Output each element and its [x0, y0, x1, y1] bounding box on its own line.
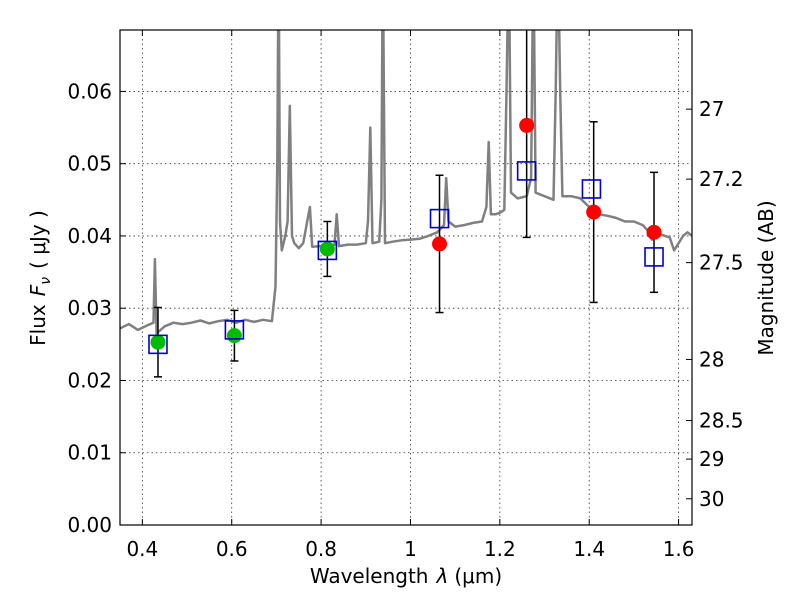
model-spectrum-line	[120, 30, 692, 335]
y-tick-label: 0.03	[67, 296, 112, 320]
model-square-marker	[224, 320, 245, 340]
y-axis-title-unit: ( μJy )	[26, 210, 50, 269]
mag-tick-label: 28	[699, 347, 724, 371]
green-data-point	[226, 328, 242, 344]
x-tick-label: 1.6	[663, 537, 695, 561]
mag-tick-label: 27	[699, 97, 724, 121]
plot-area	[120, 30, 692, 378]
model-square-marker	[644, 247, 664, 267]
model-square-marker	[317, 240, 338, 261]
grid	[120, 30, 692, 526]
model-square-marker	[581, 179, 602, 199]
green-data-point	[319, 241, 335, 257]
x-axis-title-symbol: λ	[436, 564, 449, 588]
tick-labels: 0.4 0.6 0.8 1 1.2 1.4 1.6 0.00 0.01 0.02 0.03 0.04 0…	[67, 79, 743, 561]
y-tick-label: 0.02	[67, 368, 112, 392]
model-square-marker	[148, 334, 168, 355]
x-tick-label: 0.4	[126, 537, 158, 561]
model-square-marker	[429, 208, 450, 229]
mag-tick-label: 30	[699, 487, 724, 511]
y-tick-label: 0.05	[67, 152, 112, 176]
x-axis-title-prefix: Wavelength	[310, 564, 429, 588]
green-data-point	[150, 334, 166, 350]
y-tick-label: 0.00	[67, 513, 112, 537]
y-axis-title-subscript: ν	[38, 277, 54, 285]
y-axis-title-symbol: F	[26, 284, 50, 296]
y2-axis-title: Magnitude (AB)	[754, 200, 778, 355]
x-tick-label: 0.6	[216, 537, 248, 561]
mag-tick-label: 28.5	[699, 409, 744, 433]
red-data-point	[519, 117, 535, 133]
x-axis-title-unit: (μm)	[454, 564, 502, 588]
y-tick-label: 0.06	[67, 79, 112, 103]
model-squares	[148, 161, 664, 355]
red-data-point	[646, 224, 662, 240]
x-tick-label: 1.4	[573, 537, 605, 561]
mag-tick-label: 27.2	[699, 167, 744, 191]
data-points	[150, 117, 662, 350]
x-tick-label: 0.8	[305, 537, 337, 561]
x-tick-label: 1	[404, 537, 417, 561]
red-data-point	[586, 204, 602, 220]
mag-tick-label: 27.5	[699, 251, 744, 275]
plot-frame	[119, 29, 693, 526]
y-tick-label: 0.04	[67, 224, 112, 248]
y-axis-title: Flux Fν ( μJy )	[26, 210, 54, 346]
model-square-marker	[516, 161, 537, 181]
ticks	[120, 30, 692, 526]
mag-tick-label: 29	[699, 447, 724, 471]
x-axis-title: Wavelength λ (μm)	[310, 564, 502, 588]
x-tick-label: 1.2	[484, 537, 516, 561]
red-data-point	[432, 236, 448, 252]
y-axis-title-prefix: Flux	[26, 304, 50, 346]
y-tick-label: 0.01	[67, 441, 112, 465]
